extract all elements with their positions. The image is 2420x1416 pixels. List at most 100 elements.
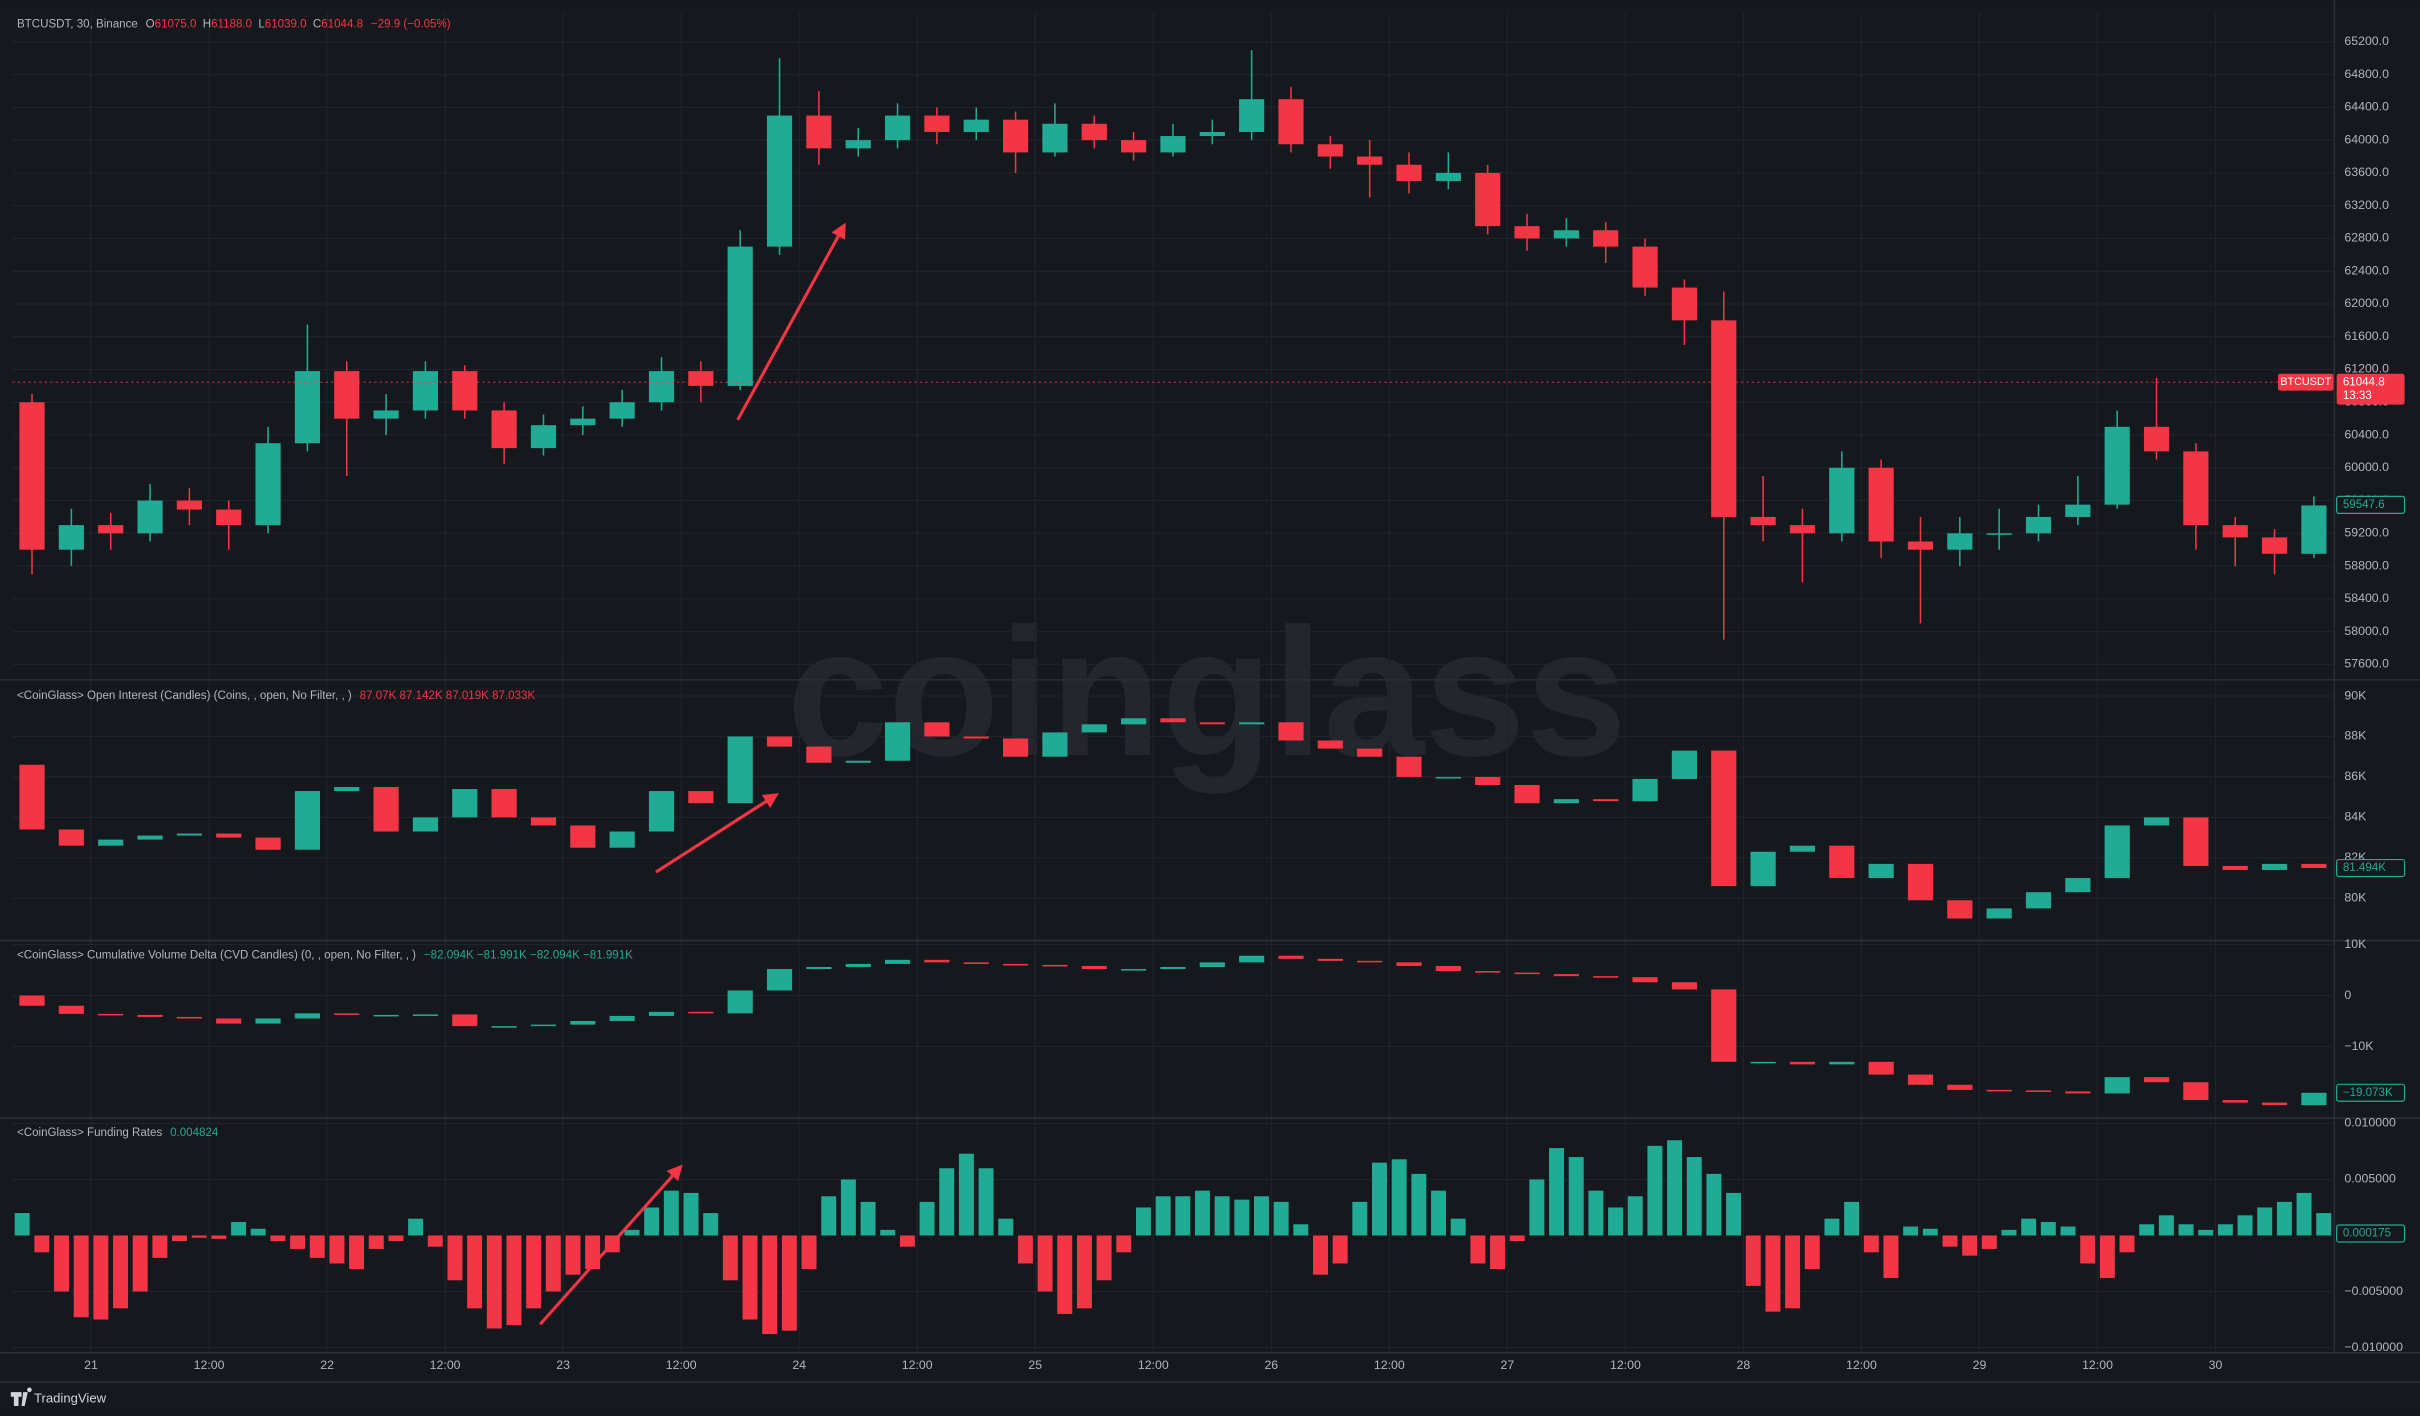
bar xyxy=(290,1235,306,1249)
candle-body xyxy=(1514,785,1540,804)
bar xyxy=(762,1235,778,1335)
bar xyxy=(2060,1226,2076,1236)
indicator-title: <CoinGlass> Open Interest (Candles) (Coi… xyxy=(17,690,352,702)
bar xyxy=(1745,1235,1761,1286)
bar xyxy=(1962,1235,1978,1256)
candle-body xyxy=(1317,958,1343,961)
candle-body xyxy=(58,829,84,846)
candle-body xyxy=(1396,164,1422,182)
candle-body xyxy=(884,959,911,964)
bar xyxy=(1981,1235,1997,1249)
candle-body xyxy=(806,966,832,970)
y-tick-label: 64400.0 xyxy=(2344,100,2389,114)
bar xyxy=(644,1207,660,1236)
candle-body xyxy=(1199,722,1225,725)
bar xyxy=(1135,1207,1151,1236)
last-value-tag xyxy=(2336,495,2406,514)
bar xyxy=(1017,1235,1033,1264)
bar xyxy=(840,1179,856,1236)
y-tick-label: −0.010000 xyxy=(2344,1340,2403,1354)
bar xyxy=(1037,1235,1053,1292)
candle-body xyxy=(1160,718,1186,723)
candle-body xyxy=(1632,977,1658,983)
bar xyxy=(545,1235,561,1292)
bar xyxy=(1863,1235,1879,1253)
bar xyxy=(368,1235,384,1249)
bar xyxy=(1332,1235,1348,1264)
candle-body xyxy=(1278,99,1304,145)
candle-body xyxy=(2104,825,2130,879)
candle-body xyxy=(963,119,989,132)
bar xyxy=(132,1235,148,1292)
candle-body xyxy=(2222,525,2248,538)
y-tick-label: 58000.0 xyxy=(2344,624,2389,638)
candle-body xyxy=(98,1013,124,1016)
bar xyxy=(1313,1235,1328,1275)
y-tick-label: 64000.0 xyxy=(2344,132,2389,146)
bar xyxy=(1765,1235,1781,1312)
y-tick-label: 62000.0 xyxy=(2344,296,2389,310)
candle-body xyxy=(452,789,478,818)
x-tick-label: 23 xyxy=(556,1358,570,1372)
bar xyxy=(1706,1173,1722,1236)
candle-body xyxy=(1396,962,1422,966)
candle-body xyxy=(1829,1061,1855,1065)
candle-body xyxy=(1868,467,1894,542)
candle-body xyxy=(1553,230,1579,239)
candle-body xyxy=(884,115,911,141)
candle-body xyxy=(609,831,635,848)
y-tick-label: 61200.0 xyxy=(2344,362,2389,376)
candle-body xyxy=(845,760,871,763)
candle-body xyxy=(1239,955,1265,963)
x-tick-label: 29 xyxy=(1973,1358,1987,1372)
bar xyxy=(565,1235,581,1275)
candle-body xyxy=(1121,718,1147,725)
candle-body xyxy=(1514,972,1540,975)
bar xyxy=(93,1235,109,1320)
bar xyxy=(1391,1159,1407,1236)
candle-body xyxy=(727,246,753,386)
y-tick-label: 10K xyxy=(2344,937,2367,951)
candle-body xyxy=(1553,974,1579,977)
bar xyxy=(1490,1235,1506,1270)
y-tick-label: 60400.0 xyxy=(2344,427,2389,441)
bar xyxy=(899,1235,915,1247)
candle-body xyxy=(963,962,989,964)
candle-body xyxy=(609,402,635,419)
ohlc-key: H xyxy=(203,19,211,31)
bar xyxy=(1608,1207,1624,1236)
bar xyxy=(1844,1201,1860,1236)
candle-body xyxy=(2222,865,2248,870)
x-tick-label: 12:00 xyxy=(2082,1358,2113,1372)
candle-body xyxy=(1002,963,1029,966)
bar xyxy=(250,1228,266,1236)
y-tick-label: 63600.0 xyxy=(2344,165,2389,179)
bar xyxy=(1824,1218,1840,1236)
candle-body xyxy=(294,1013,321,1019)
candle-body xyxy=(1357,960,1383,963)
bar xyxy=(2257,1207,2273,1236)
bar xyxy=(34,1235,50,1253)
candle-body xyxy=(2025,892,2052,909)
candle-body xyxy=(1907,863,1934,901)
candle-body xyxy=(1750,1061,1776,1064)
bar xyxy=(2080,1235,2096,1264)
bar xyxy=(447,1235,463,1281)
candle-body xyxy=(570,1021,596,1025)
candle-body xyxy=(1396,756,1422,777)
candle-body xyxy=(609,1015,635,1022)
x-tick-label: 26 xyxy=(1264,1358,1278,1372)
bar xyxy=(742,1235,758,1320)
last-value-label: 0.000175 xyxy=(2343,1228,2391,1240)
bar xyxy=(624,1229,640,1236)
price-tag-label: 61044.8 xyxy=(2343,376,2385,388)
bar xyxy=(2158,1215,2174,1236)
x-tick-label: 21 xyxy=(84,1358,98,1372)
candle-body xyxy=(1278,722,1304,741)
candle-body xyxy=(1042,732,1068,757)
bar xyxy=(1726,1192,1742,1236)
countdown-label: 13:33 xyxy=(2343,390,2372,402)
candle-body xyxy=(1042,123,1068,153)
y-tick-label: 88K xyxy=(2344,729,2367,743)
candle-body xyxy=(1986,533,2012,535)
